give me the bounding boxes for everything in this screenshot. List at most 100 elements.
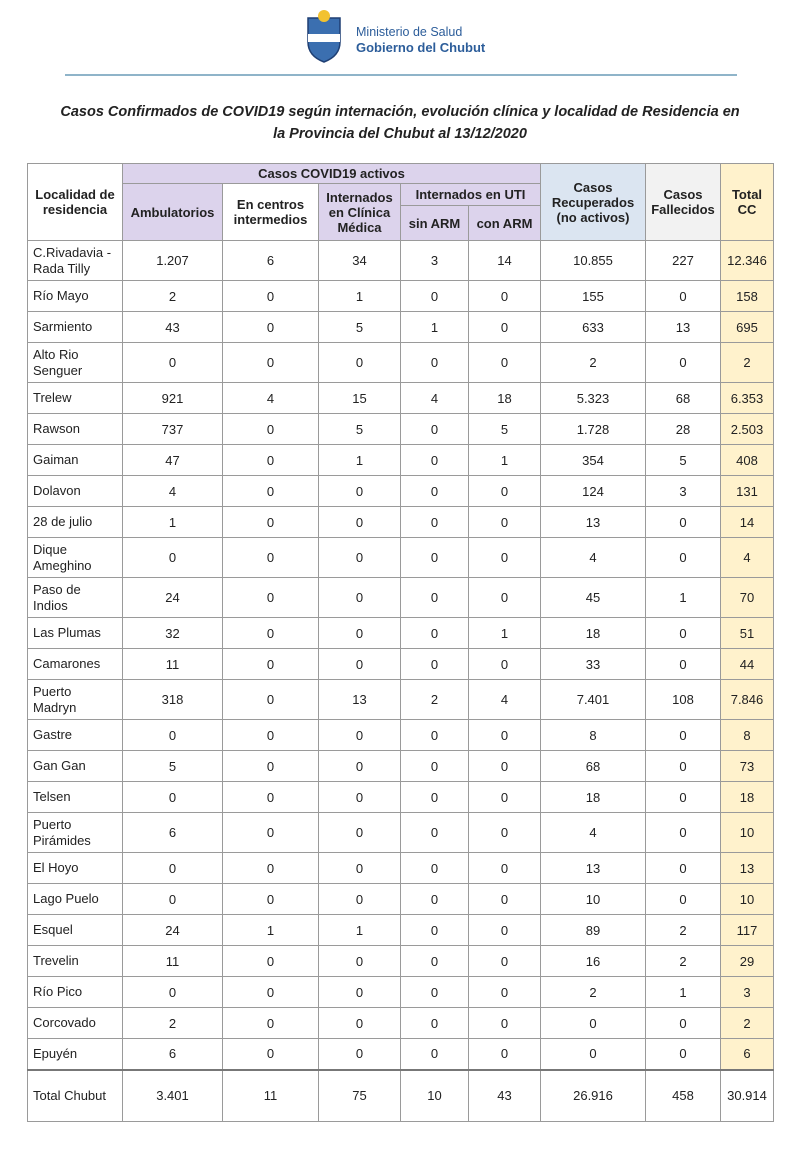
value-cell: 0 — [318, 648, 401, 680]
locality-cell: Gastre — [27, 719, 123, 751]
locality-name: Lago Puelo — [33, 891, 99, 906]
value-cell: 0 — [468, 311, 541, 343]
value-cell: 0 — [318, 537, 401, 578]
value-cell: 2 — [540, 342, 646, 383]
value-cell: 43 — [468, 1068, 541, 1122]
value-cell: 29 — [720, 945, 774, 977]
value-cell: 0 — [645, 648, 721, 680]
value-cell: 0 — [400, 280, 469, 312]
value-cell: 2 — [720, 342, 774, 383]
value-cell: 0 — [318, 852, 401, 884]
value-cell: 45 — [540, 577, 646, 618]
value-cell: 5 — [122, 750, 223, 782]
value-cell: 0 — [222, 976, 319, 1008]
locality-name: Las Plumas — [33, 625, 101, 640]
locality-cell: Gan Gan — [27, 750, 123, 782]
value-cell: 5 — [468, 413, 541, 445]
value-cell: 0 — [400, 781, 469, 813]
value-cell: 14 — [468, 240, 541, 281]
value-cell: 18 — [540, 781, 646, 813]
value-cell: 0 — [400, 852, 469, 884]
locality-name: Gan Gan — [33, 758, 86, 773]
locality-name: Dolavon — [33, 483, 81, 498]
value-cell: 0 — [318, 1007, 401, 1039]
value-cell: 0 — [318, 577, 401, 618]
value-cell: 11 — [122, 648, 223, 680]
value-cell: 2 — [645, 945, 721, 977]
value-cell: 117 — [720, 914, 774, 946]
locality-name: Río Pico — [33, 984, 83, 999]
value-cell: 15 — [318, 382, 401, 414]
value-cell: 2.503 — [720, 413, 774, 445]
locality-name: Paso de Indios — [33, 581, 81, 613]
table-row: Trevelin 11 0 0 0 0 16 2 29 — [27, 945, 774, 977]
locality-name: Telsen — [33, 789, 71, 804]
header-logo: Ministerio de Salud Gobierno del Chubut — [307, 10, 486, 63]
value-cell: 0 — [400, 617, 469, 649]
value-cell: 73 — [720, 750, 774, 782]
locality-cell: Rawson — [27, 413, 123, 445]
value-cell: 0 — [468, 648, 541, 680]
value-cell: 155 — [540, 280, 646, 312]
value-cell: 0 — [468, 537, 541, 578]
value-cell: 0 — [468, 577, 541, 618]
locality-name: El Hoyo — [33, 860, 79, 875]
table-row: Dolavon 4 0 0 0 0 124 3 131 — [27, 475, 774, 507]
table-row: Puerto Pirámides 6 0 0 0 0 4 0 10 — [27, 812, 774, 853]
value-cell: 13 — [540, 506, 646, 538]
value-cell: 0 — [122, 976, 223, 1008]
value-cell: 1.728 — [540, 413, 646, 445]
value-cell: 0 — [400, 444, 469, 476]
value-cell: 0 — [645, 719, 721, 751]
value-cell: 0 — [222, 883, 319, 915]
value-cell: 16 — [540, 945, 646, 977]
table-row: Gastre 0 0 0 0 0 8 0 8 — [27, 719, 774, 751]
locality-cell: Gaiman — [27, 444, 123, 476]
locality-cell: Alto Rio Senguer — [27, 342, 123, 383]
value-cell: 0 — [468, 914, 541, 946]
value-cell: 0 — [468, 506, 541, 538]
value-cell: 0 — [122, 537, 223, 578]
value-cell: 5 — [645, 444, 721, 476]
locality-cell: Telsen — [27, 781, 123, 813]
value-cell: 0 — [468, 719, 541, 751]
value-cell: 108 — [645, 679, 721, 720]
value-cell: 0 — [400, 750, 469, 782]
locality-name: Puerto Madryn — [33, 683, 77, 715]
value-cell: 6 — [222, 240, 319, 281]
table-row: Telsen 0 0 0 0 0 18 0 18 — [27, 781, 774, 813]
value-cell: 0 — [222, 577, 319, 618]
value-cell: 0 — [122, 781, 223, 813]
locality-name: Dique Ameghino — [33, 541, 92, 573]
locality-name: Camarones — [33, 656, 101, 671]
header-cell: Internados en UTI — [400, 183, 541, 206]
value-cell: 18 — [468, 382, 541, 414]
value-cell: 4 — [720, 537, 774, 578]
table-row: Río Mayo 2 0 1 0 0 155 0 158 — [27, 280, 774, 312]
value-cell: 43 — [122, 311, 223, 343]
table-row: Gaiman 47 0 1 0 1 354 5 408 — [27, 444, 774, 476]
value-cell: 75 — [318, 1068, 401, 1122]
value-cell: 4 — [222, 382, 319, 414]
value-cell: 10 — [540, 883, 646, 915]
value-cell: 0 — [222, 1038, 319, 1070]
value-cell: 1.207 — [122, 240, 223, 281]
value-cell: 0 — [222, 781, 319, 813]
value-cell: 8 — [720, 719, 774, 751]
value-cell: 13 — [720, 852, 774, 884]
header-cell: Internados en Clínica Médica — [318, 183, 401, 241]
value-cell: 33 — [540, 648, 646, 680]
value-cell: 458 — [645, 1068, 721, 1122]
locality-cell: Puerto Madryn — [27, 679, 123, 720]
value-cell: 0 — [122, 342, 223, 383]
value-cell: 3 — [400, 240, 469, 281]
locality-name: Gaiman — [33, 452, 79, 467]
table-body: C.Rivadavia - Rada Tilly 1.207 6 34 3 14 10.85… — [27, 240, 774, 1122]
value-cell: 0 — [468, 812, 541, 853]
value-cell: 227 — [645, 240, 721, 281]
value-cell: 6 — [720, 1038, 774, 1070]
value-cell: 0 — [540, 1038, 646, 1070]
locality-cell: 28 de julio — [27, 506, 123, 538]
locality-cell: Trelew — [27, 382, 123, 414]
